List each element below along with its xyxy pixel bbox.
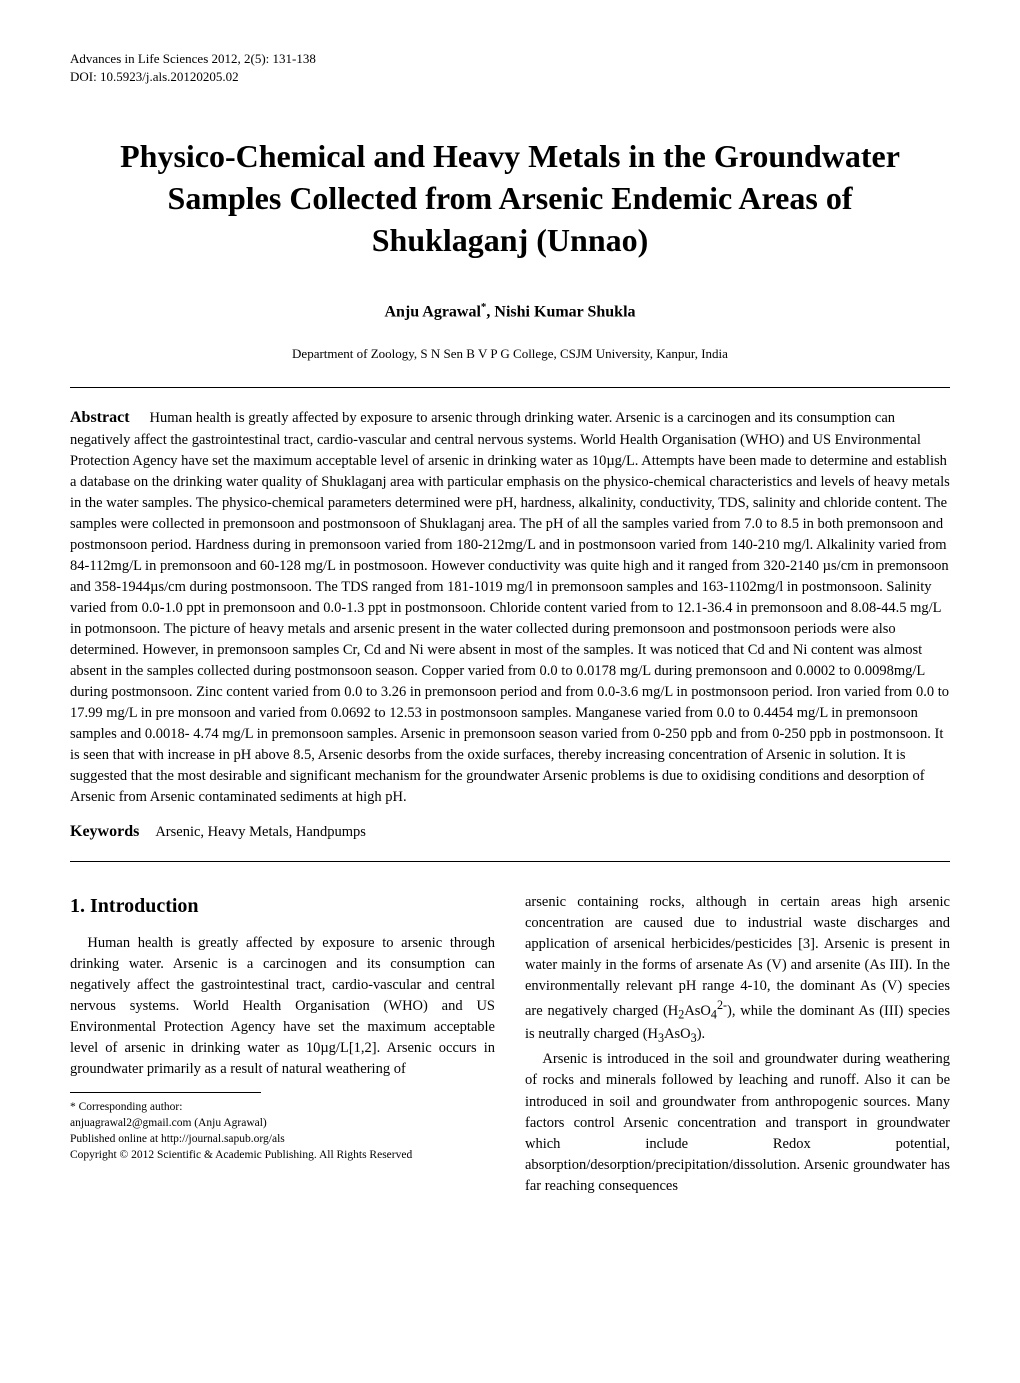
abstract-label: Abstract — [70, 409, 130, 426]
intro-para-1: Human health is greatly affected by expo… — [70, 933, 495, 1080]
journal-info: Advances in Life Sciences 2012, 2(5): 13… — [70, 50, 950, 68]
keywords-text: Arsenic, Heavy Metals, Handpumps — [155, 824, 366, 840]
intro-para-3: Arsenic is introduced in the soil and gr… — [525, 1049, 950, 1196]
footnote-copyright: Copyright © 2012 Scientific & Academic P… — [70, 1147, 495, 1163]
section-1-heading: 1. Introduction — [70, 892, 495, 921]
abstract-block: Abstract Human health is greatly affecte… — [70, 408, 950, 807]
abstract-text: Human health is greatly affected by expo… — [70, 410, 950, 804]
keywords-label: Keywords — [70, 823, 139, 840]
body-columns: 1. Introduction Human health is greatly … — [70, 892, 950, 1197]
authors-line: Anju Agrawal*, Nishi Kumar Shukla — [70, 301, 950, 321]
footnote-block: * Corresponding author: anjuagrawal2@gma… — [70, 1092, 495, 1163]
footnote-rule — [70, 1092, 261, 1093]
footnote-corresponding: * Corresponding author: — [70, 1099, 495, 1115]
author-rest: , Nishi Kumar Shukla — [486, 303, 635, 320]
superscript-2minus: 2- — [717, 998, 727, 1012]
keywords-block: Keywords Arsenic, Heavy Metals, Handpump… — [70, 823, 950, 841]
rule-top — [70, 387, 950, 388]
paper-title: Physico-Chemical and Heavy Metals in the… — [110, 136, 910, 261]
para2-part-a: arsenic containing rocks, although in ce… — [525, 894, 950, 1019]
rule-bottom — [70, 861, 950, 862]
footnote-email: anjuagrawal2@gmail.com (Anju Agrawal) — [70, 1115, 495, 1131]
para2-part-e: ). — [697, 1026, 705, 1042]
para2-part-b: AsO — [684, 1003, 711, 1019]
doi-line: DOI: 10.5923/j.als.20120205.02 — [70, 68, 950, 86]
author-name: Anju Agrawal — [384, 303, 480, 320]
header-block: Advances in Life Sciences 2012, 2(5): 13… — [70, 50, 950, 86]
para2-part-d: AsO — [664, 1026, 691, 1042]
affiliation: Department of Zoology, S N Sen B V P G C… — [70, 346, 950, 362]
footnote-published: Published online at http://journal.sapub… — [70, 1131, 495, 1147]
intro-para-2: arsenic containing rocks, although in ce… — [525, 892, 950, 1048]
